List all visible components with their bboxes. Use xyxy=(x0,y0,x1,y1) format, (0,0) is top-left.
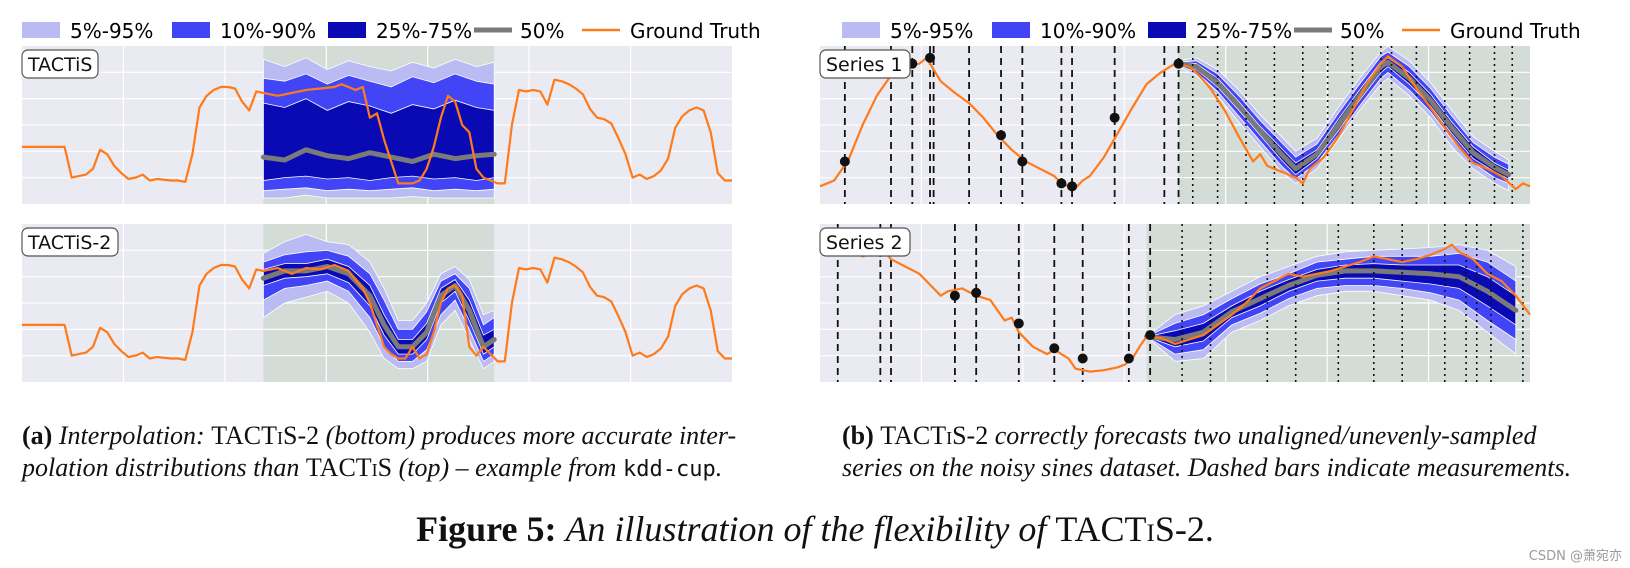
measurement-point xyxy=(925,52,936,63)
caption-a-end: . xyxy=(715,453,723,482)
caption-a-part3: polation distributions than xyxy=(22,453,300,482)
measurement-point xyxy=(1067,181,1078,192)
panel-label-box xyxy=(819,227,911,257)
legend-label-25-75: 25%-75% xyxy=(376,19,472,43)
legend-label-median: 50% xyxy=(520,19,564,43)
legend-swatch-5-95 xyxy=(842,22,880,38)
figure-caption-end: . xyxy=(1204,509,1214,549)
ground-truth-line xyxy=(22,256,732,363)
measurement-point xyxy=(1109,112,1120,123)
measurement-point xyxy=(1123,353,1134,364)
legend-b: 5%-95% 10%-90% 25%-75% 50% Ground Truth xyxy=(842,19,1581,43)
panel-label: Series 2 xyxy=(826,232,903,254)
caption-a-model-old: TACTiS xyxy=(305,453,393,482)
panel-series-1: Series 1 xyxy=(819,45,1531,204)
legend-swatch-25-75 xyxy=(1148,22,1186,38)
legend-a: 5%-95% 10%-90% 25%-75% 50% Ground Truth xyxy=(22,19,761,43)
legend-label-10-90: 10%-90% xyxy=(220,19,316,43)
legend-swatch-10-90 xyxy=(172,22,210,38)
ground-truth-line xyxy=(819,243,1531,373)
figure-caption-label: Figure 5: xyxy=(416,509,557,549)
caption-b-label: (b) xyxy=(842,421,874,450)
legend-swatch-5-95 xyxy=(22,22,60,38)
watermark: CSDN @萧宛亦 xyxy=(1528,549,1622,564)
caption-a-part2: (bottom) produces more accurate inter- xyxy=(325,421,737,450)
measurement-point xyxy=(1049,343,1060,354)
measurement-point xyxy=(1173,58,1184,69)
caption-a-label: (a) xyxy=(22,421,53,450)
panel-label-box xyxy=(21,49,99,79)
legend-swatch-25-75 xyxy=(328,22,366,38)
median-line xyxy=(1176,59,1512,178)
legend-label-ground-truth: Ground Truth xyxy=(1450,19,1581,43)
legend-swatch-10-90 xyxy=(992,22,1030,38)
caption-a-part4: (top) – example from xyxy=(398,453,617,482)
measurement-point xyxy=(949,290,960,301)
figure-canvas: 5%-95% 10%-90% 25%-75% 50% Ground Truth … xyxy=(21,19,1581,382)
panel-label-box xyxy=(819,49,911,79)
measurement-point xyxy=(996,130,1007,141)
measurement-point xyxy=(1017,156,1028,167)
caption-b-part2: series on the noisy sines dataset. Dashe… xyxy=(842,453,1572,482)
legend-label-5-95: 5%-95% xyxy=(70,19,153,43)
panel-label: TACTiS xyxy=(27,54,92,76)
caption-b: (b) TACTiS-2 correctly forecasts two una… xyxy=(842,420,1622,484)
caption-a-model: TACTiS-2 xyxy=(211,421,320,450)
caption-b-part1: correctly forecasts two unaligned/uneven… xyxy=(994,421,1537,450)
measurement-point xyxy=(1145,330,1156,341)
band-25-75 xyxy=(263,98,495,181)
caption-b-model: TACTiS-2 xyxy=(880,421,989,450)
caption-a: (a) Interpolation: TACTiS-2 (bottom) pro… xyxy=(22,420,792,486)
caption-a-part1: Interpolation: xyxy=(58,421,205,450)
measurement-point xyxy=(1056,178,1067,189)
legend-label-ground-truth: Ground Truth xyxy=(630,19,761,43)
measurement-point xyxy=(1013,318,1024,329)
caption-a-dataset: kdd-cup xyxy=(622,457,716,482)
median-line xyxy=(260,147,497,164)
figure-caption: Figure 5: An illustration of the flexibi… xyxy=(0,508,1630,550)
panel-tactis: TACTiS xyxy=(21,46,732,204)
panel-series-2: Series 2 xyxy=(819,224,1531,382)
ground-truth-line xyxy=(22,78,732,185)
panel-label: Series 1 xyxy=(826,54,903,76)
panel-label: TACTiS-2 xyxy=(27,232,111,254)
measurement-point xyxy=(971,287,982,298)
panel-tactis-2: TACTiS-2 xyxy=(21,224,732,382)
median-line xyxy=(1144,268,1519,342)
legend-label-5-95: 5%-95% xyxy=(890,19,973,43)
measurement-point xyxy=(1077,353,1088,364)
legend-label-median: 50% xyxy=(1340,19,1384,43)
band-25-75 xyxy=(263,258,495,355)
figure-caption-text: An illustration of the flexibility of xyxy=(565,509,1047,549)
figure-caption-model: TACTiS-2 xyxy=(1055,509,1205,549)
panel-label-box xyxy=(21,227,119,257)
measurement-point xyxy=(839,156,850,167)
legend-label-25-75: 25%-75% xyxy=(1196,19,1292,43)
legend-label-10-90: 10%-90% xyxy=(1040,19,1136,43)
